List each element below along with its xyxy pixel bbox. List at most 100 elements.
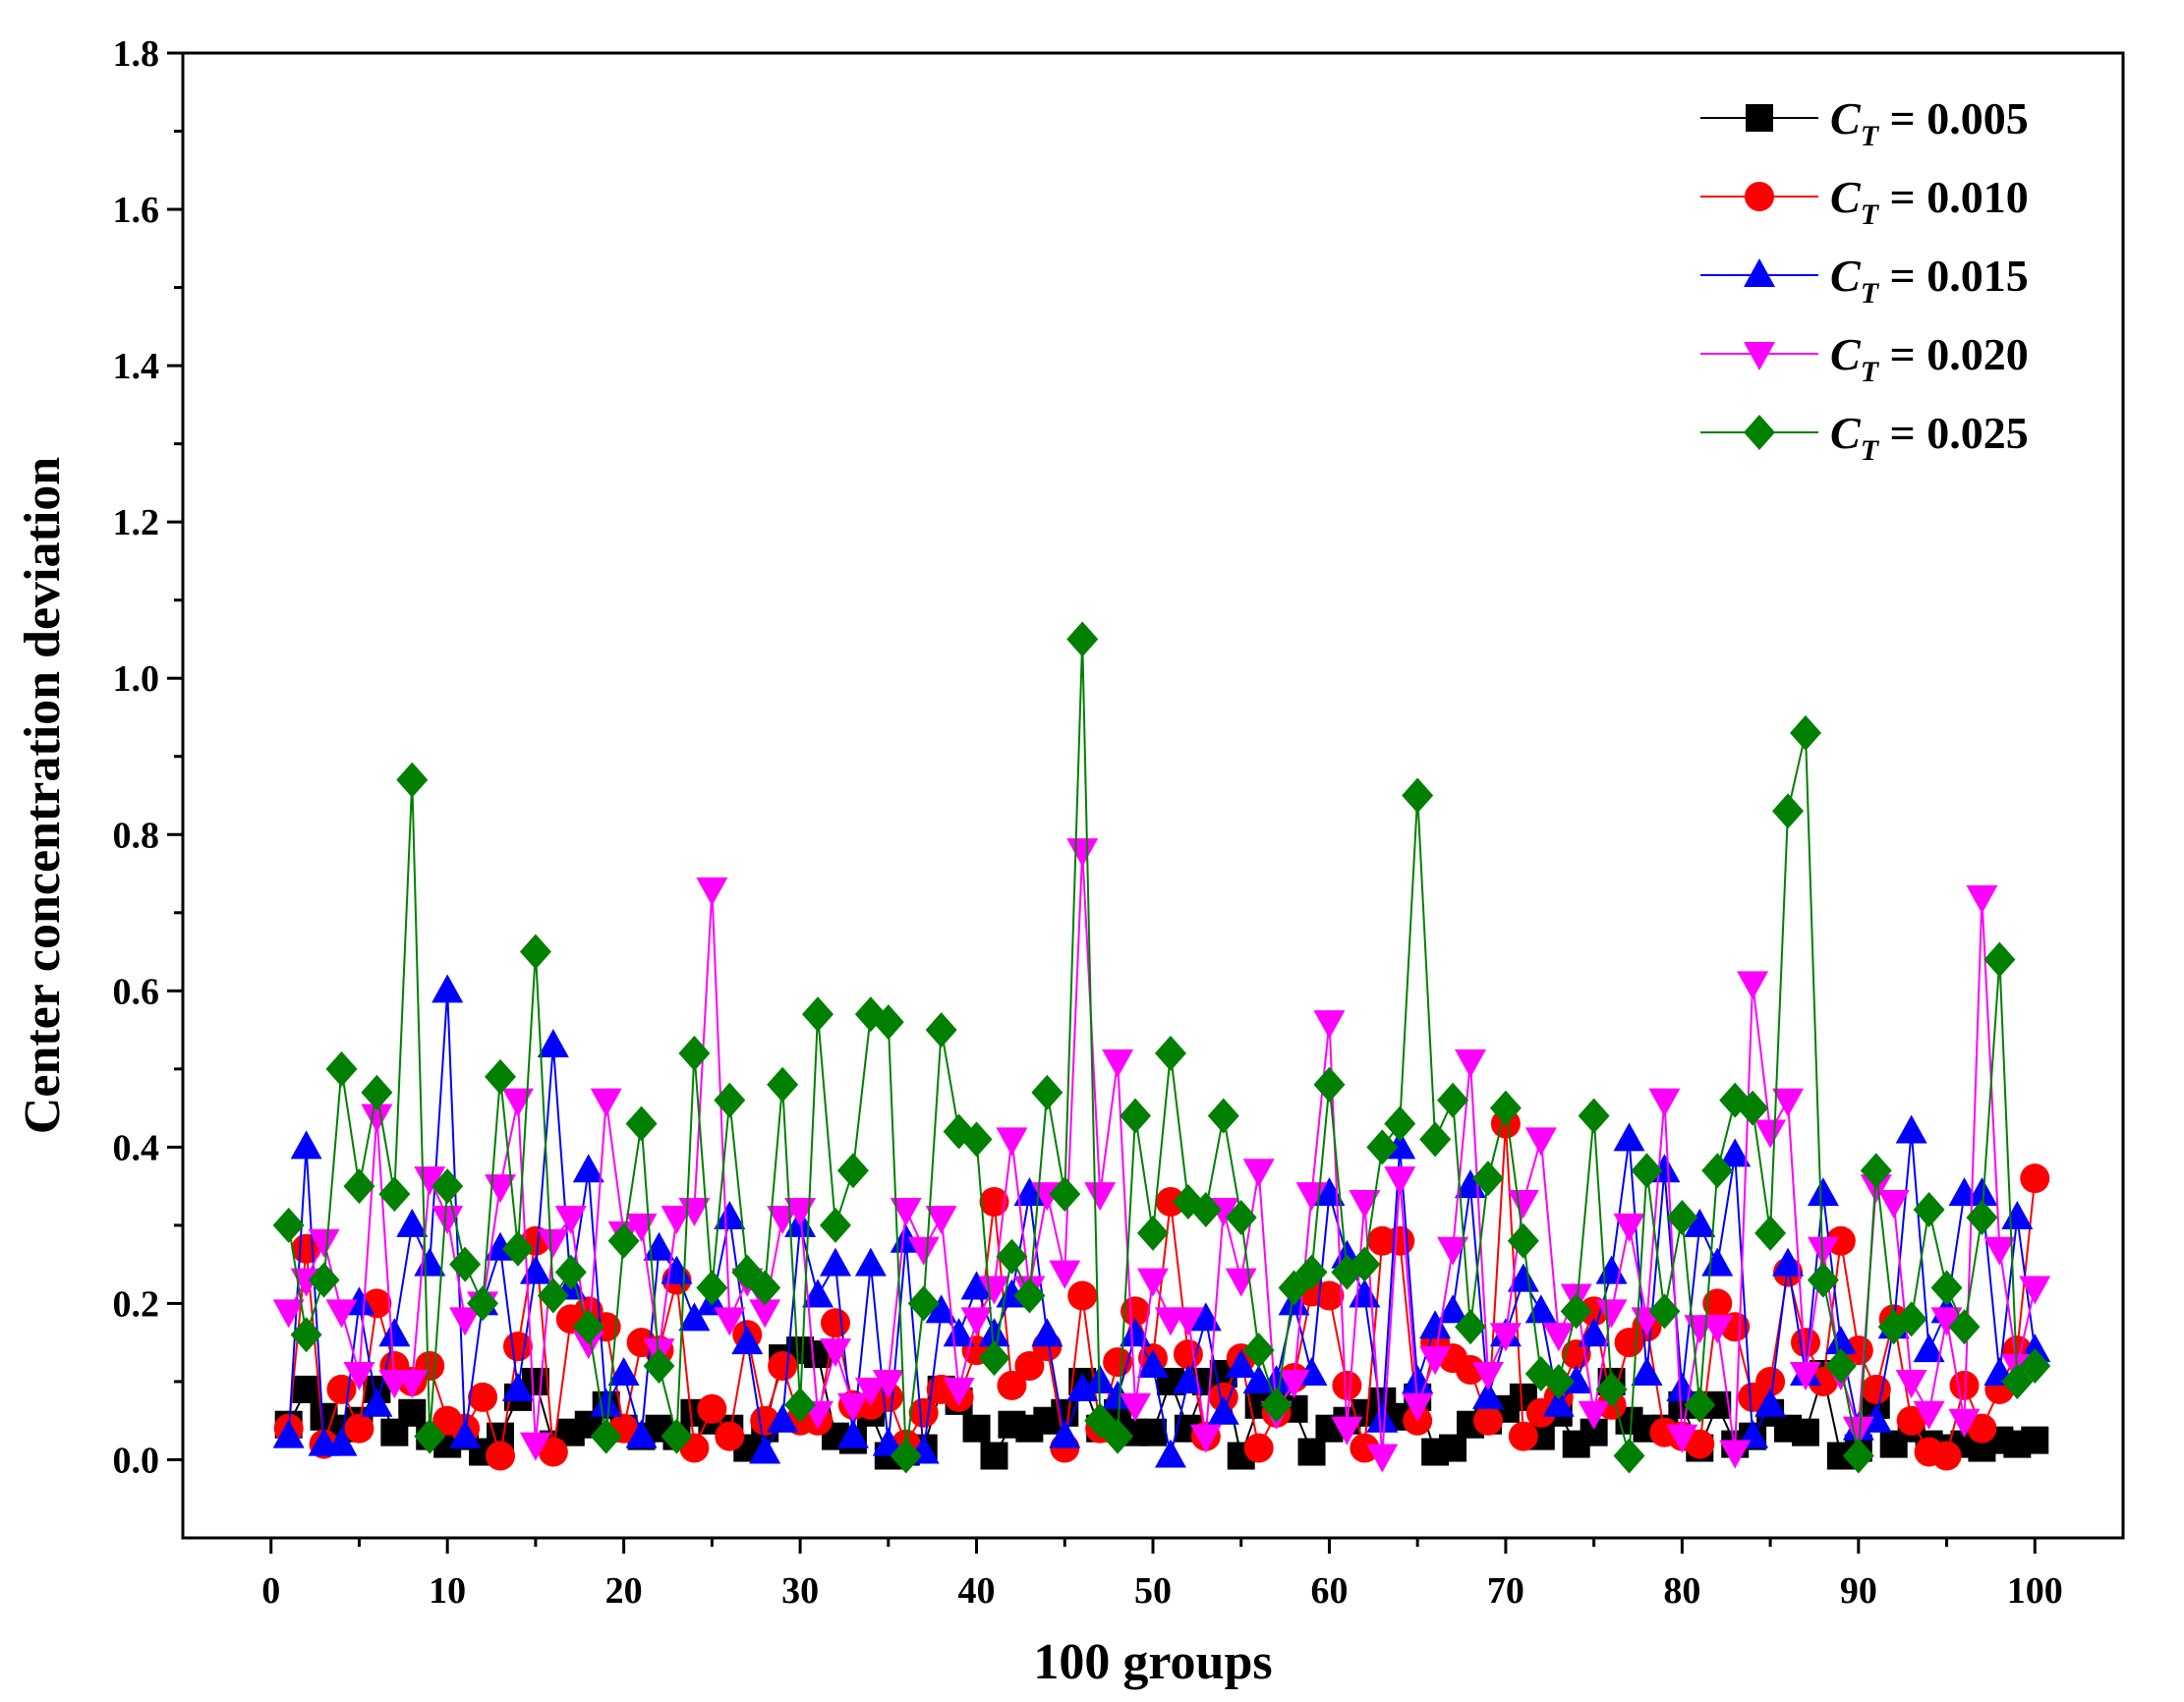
data-point xyxy=(1701,1153,1734,1189)
data-point xyxy=(749,1435,781,1464)
legend-item: CT = 0.020 xyxy=(1700,329,2029,388)
data-point xyxy=(731,1326,764,1355)
data-point xyxy=(1331,1416,1363,1446)
data-point xyxy=(1049,1260,1081,1289)
data-point xyxy=(1066,621,1099,657)
data-point xyxy=(767,1403,799,1433)
data-point xyxy=(1384,1106,1416,1142)
data-point xyxy=(325,1050,358,1087)
data-point xyxy=(890,1197,922,1226)
data-point xyxy=(1507,1190,1539,1220)
data-point xyxy=(907,1236,940,1266)
data-point xyxy=(1260,1387,1293,1423)
legend-marker xyxy=(1744,258,1775,287)
data-point xyxy=(1613,1122,1645,1152)
data-point xyxy=(1807,1177,1839,1207)
data-point xyxy=(1471,1161,1504,1197)
data-point xyxy=(1154,1439,1186,1468)
data-point xyxy=(1242,1333,1275,1369)
series-line xyxy=(287,850,2037,1456)
data-point xyxy=(1790,1328,1820,1358)
data-point xyxy=(1755,1366,1786,1396)
data-point xyxy=(308,1228,340,1258)
x-tick-label: 80 xyxy=(1663,1570,1700,1612)
data-point xyxy=(1913,1191,1945,1227)
data-point xyxy=(836,1419,869,1448)
data-point xyxy=(1685,1429,1715,1459)
data-point xyxy=(1508,1421,1538,1451)
data-point xyxy=(537,1277,569,1314)
data-point xyxy=(1913,1333,1945,1363)
data-point xyxy=(1419,1121,1452,1158)
series-layer xyxy=(272,621,2051,1474)
data-point xyxy=(714,1082,746,1118)
data-point xyxy=(1471,1380,1504,1409)
data-point xyxy=(872,1004,904,1041)
data-point xyxy=(1242,1159,1275,1188)
data-point xyxy=(907,1285,940,1322)
data-point xyxy=(1631,1153,1663,1189)
series-line xyxy=(287,991,2037,1456)
x-tick-label: 60 xyxy=(1310,1570,1348,1612)
data-point xyxy=(731,1254,764,1290)
data-point xyxy=(980,1442,1008,1470)
data-point xyxy=(978,1340,1010,1377)
data-point xyxy=(467,1285,499,1322)
data-point xyxy=(572,1154,604,1183)
data-point xyxy=(1966,884,1998,914)
data-point xyxy=(1542,1363,1575,1399)
legend-label: CT = 0.010 xyxy=(1830,172,2029,231)
data-point xyxy=(819,1338,851,1368)
data-point xyxy=(1578,1098,1610,1134)
data-point xyxy=(1913,1400,1945,1430)
data-point xyxy=(1666,1199,1698,1235)
x-tick-label: 40 xyxy=(958,1570,996,1612)
data-point xyxy=(1154,1035,1186,1071)
data-point xyxy=(1825,1225,1856,1256)
data-point xyxy=(1014,1351,1045,1382)
data-point xyxy=(784,1387,817,1423)
data-point xyxy=(1314,1280,1345,1311)
y-tick-label: 0.2 xyxy=(113,1283,160,1325)
data-point xyxy=(1437,1082,1469,1118)
data-point xyxy=(1295,1254,1328,1290)
y-tick-label: 1.8 xyxy=(113,33,160,75)
y-tick-label: 1.0 xyxy=(113,658,160,700)
data-point xyxy=(1049,1176,1081,1213)
data-point xyxy=(1507,1263,1539,1292)
data-point xyxy=(1560,1293,1592,1330)
data-point xyxy=(431,974,464,1003)
data-point xyxy=(1137,1268,1169,1297)
data-point xyxy=(590,1388,622,1417)
data-point xyxy=(343,1361,375,1390)
data-point xyxy=(1472,1405,1503,1436)
data-point xyxy=(519,1432,551,1461)
data-point xyxy=(1260,1364,1293,1393)
data-point xyxy=(1737,1090,1769,1126)
data-point xyxy=(925,1205,957,1234)
data-point xyxy=(802,996,834,1033)
data-point xyxy=(1948,1408,1981,1438)
data-point xyxy=(537,1228,569,1258)
data-point xyxy=(1895,1369,1927,1398)
data-point xyxy=(501,1230,534,1267)
data-point xyxy=(1120,1098,1152,1134)
data-point xyxy=(607,1222,640,1259)
y-tick-label: 0.6 xyxy=(113,971,160,1012)
data-point xyxy=(1013,1277,1046,1314)
data-point xyxy=(431,1205,464,1234)
data-point xyxy=(1243,1433,1274,1463)
data-point xyxy=(361,1104,393,1133)
data-point xyxy=(343,1168,375,1205)
data-point xyxy=(449,1246,482,1282)
data-point xyxy=(396,762,429,798)
data-point xyxy=(485,1058,517,1095)
data-point xyxy=(1137,1215,1169,1251)
data-point xyxy=(1613,1213,1645,1242)
data-point xyxy=(1155,1187,1185,1218)
data-point xyxy=(802,1278,834,1308)
data-point xyxy=(1807,1262,1839,1298)
data-point xyxy=(1930,1270,1963,1306)
data-point xyxy=(1895,1114,1927,1144)
